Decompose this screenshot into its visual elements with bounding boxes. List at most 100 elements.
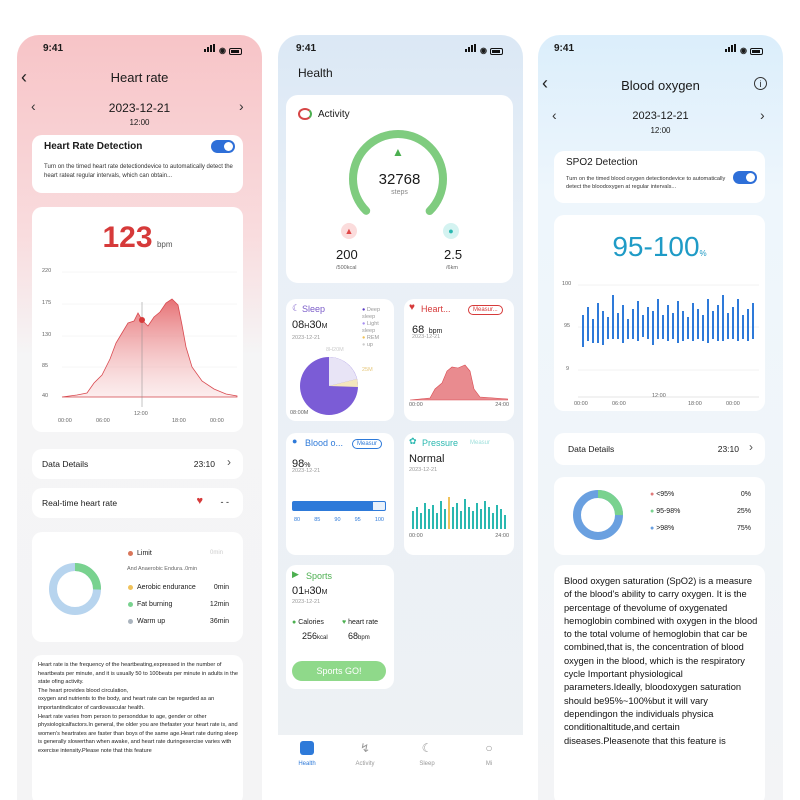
signal-icon [204,44,216,55]
range-mid-label: 95-98% [656,508,681,515]
y-tick-220: 220 [42,268,52,274]
x-tick-4: 00:00 [210,418,224,424]
heart-card[interactable]: ♥ Heart... Measur... 68 bpm 2023-12-21 0… [404,299,514,421]
zone-fat-value: 12min [209,601,229,608]
x-tick-2: 12:00 [652,393,666,399]
pressure-value: Normal [409,453,445,465]
chevron-right-icon: › [749,440,753,454]
realtime-row: Real-time heart rate ♥ - - [32,488,243,518]
heart-date: 2023-12-21 [412,334,441,340]
home-icon [300,741,314,755]
sleep-time-label: 08:00M [290,410,309,416]
spo2-chart [578,284,759,398]
sports-hours: 01 [292,585,305,597]
calories-icon: ▲ [341,223,357,239]
sports-heart-icon: ♥ [342,619,347,626]
range-dot-high: ● [650,525,655,532]
wifi-icon: ◉ [480,46,487,55]
blood-measure-button[interactable]: Measur [352,439,383,449]
data-details-value: 23:10 [193,459,215,469]
steps-value: 32768 [378,171,421,188]
next-date-button[interactable]: › [239,98,244,114]
nav-sleep[interactable]: ☾ Sleep [412,741,442,767]
data-details-label: Data Details [42,459,89,469]
fat-dot [128,602,133,607]
heart-rate-unit: bpm [156,240,173,249]
distance-goal: /6km [446,265,458,271]
sleep-minutes-unit: M [321,323,328,330]
person-icon: ○ [485,741,493,755]
sleep-minutes: 30 [309,319,322,331]
range-low-value: 0% [740,491,751,498]
spo2-description-card: Blood oxygen saturation (SpO2) is a meas… [554,565,765,800]
legend-rem: ● REM [362,335,380,341]
battery-icon [490,48,503,55]
detection-card: Heart Rate Detection Turn on the timed h… [32,135,243,193]
description-text: Heart rate is the frequency of the heart… [38,662,238,754]
nav-health-label: Health [298,761,316,767]
drop-icon: ● [292,436,298,446]
x-tick-3: 18:00 [172,418,186,424]
limit-dot [128,551,133,556]
prev-date-button[interactable]: ‹ [31,98,36,114]
x-tick-3: 18:00 [688,401,702,407]
next-date-button[interactable]: › [760,107,765,123]
back-button[interactable]: ‹ [542,73,548,93]
y-tick-130: 130 [42,332,52,338]
back-button[interactable]: ‹ [21,67,27,87]
heart-measure-button[interactable]: Measur... [468,305,503,315]
sports-hr-label: heart rate [348,619,379,626]
data-details-row[interactable]: Data Details 23:10 › [554,433,765,465]
blood-value: 98 [292,458,305,470]
detection-title: Heart Rate Detection [44,141,143,152]
date-label: 2023-12-21 [108,101,171,115]
prev-date-button[interactable]: ‹ [552,107,557,123]
nav-health[interactable]: Health [292,741,322,767]
pressure-chart [412,497,506,529]
chevron-right-icon: › [227,455,231,469]
realtime-value: - - [220,497,230,507]
range-mid-value: 25% [736,508,751,515]
sleep-hours-unit: H [304,323,310,330]
status-bar: 9:41 ◉ [17,43,262,57]
pressure-card[interactable]: ✿ Pressure Measur Normal 2023-12-21 00:0… [404,433,514,555]
zone-warm-value: 36min [209,618,229,625]
blood-oxygen-card[interactable]: ● Blood o... Measur 98% 2023-12-21 80 85 9… [286,433,394,555]
detection-title: SPO2 Detection [566,157,638,168]
pressure-measure-button[interactable]: Measur [470,440,491,446]
blood-label: Blood o... [305,438,344,448]
sports-hr: 68 [348,631,359,641]
nav-mi[interactable]: ○ Mi [474,741,504,767]
sports-go-button[interactable]: Sports GO! [292,661,386,681]
sleep-card[interactable]: ☾ Sleep 08H30M 2023-12-21 ● Deep sleep ●… [286,299,394,421]
heart-icon: ♥ [409,302,415,313]
date-label: 2023-12-21 [632,110,689,122]
blood-tick-4: 100 [374,517,384,523]
spo2-bars [582,295,754,347]
cursor-dot [139,317,145,323]
spo2-unit: % [699,249,707,258]
heart-value: 68 [412,324,425,336]
wifi-icon: ◉ [740,46,747,55]
sports-card[interactable]: ▶ Sports 01H30M 2023-12-21 ● Calories 25… [286,565,394,689]
heart-rate-area [61,298,238,398]
activity-card[interactable]: Activity ▲ 32768 steps ▲ 200 /500kcal ● … [286,95,513,283]
info-icon[interactable]: i [754,77,767,90]
blood-tick-1: 85 [314,517,321,523]
detection-toggle[interactable] [211,140,235,153]
battery-icon [229,48,242,55]
blood-tick-2: 90 [334,517,341,523]
sports-hr-unit: bpm [358,635,370,641]
time-label: 12:00 [650,126,671,135]
sports-minutes-unit: M [321,589,328,596]
legend-deep: ● Deep sleep [362,307,381,320]
blood-tick-0: 80 [294,517,301,523]
nav-activity[interactable]: ↯ Activity [350,741,380,767]
sleep-faded-2: 25M [362,367,373,373]
distance-value: 2.5 [444,247,463,262]
signal-icon [465,44,477,55]
data-details-row[interactable]: Data Details 23:10 › [32,449,243,479]
page-title: Health [298,66,333,80]
sports-calories-label: Calories [298,619,324,626]
spo2-toggle[interactable] [733,171,757,184]
